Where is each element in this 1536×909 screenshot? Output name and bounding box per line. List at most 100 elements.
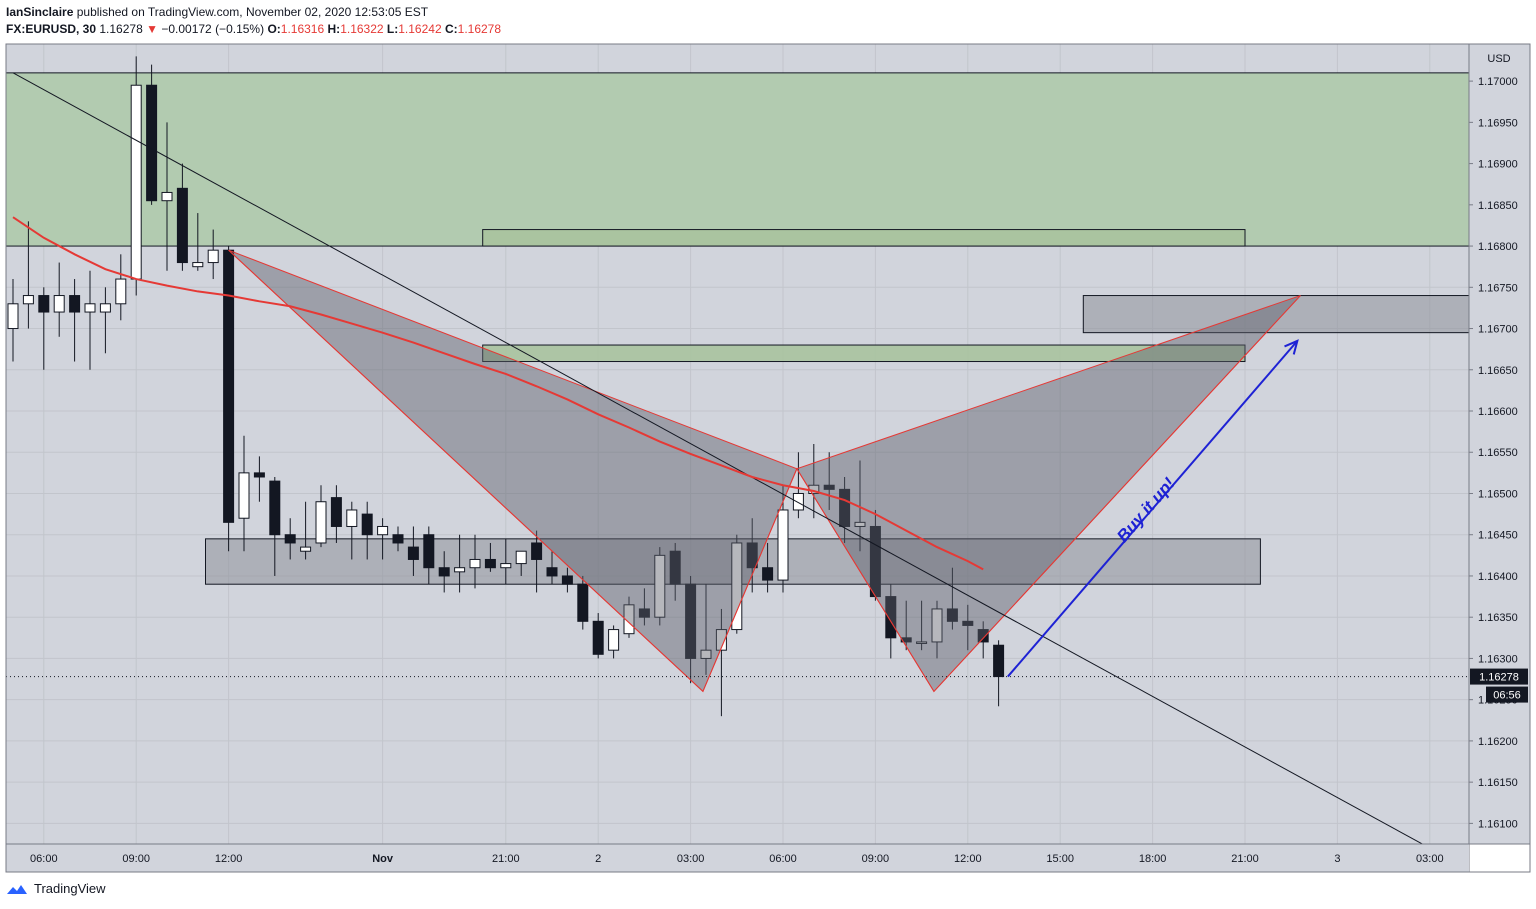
price-axis-panel[interactable] [1469, 44, 1530, 844]
candle-up [99, 303, 111, 313]
candle-down [438, 567, 450, 577]
candle-down [484, 558, 496, 569]
candle-down [638, 608, 650, 618]
time-tick-label: 03:00 [677, 853, 705, 865]
symbol-legend: FX:EURUSD, 30 1.16278 ▼ −0.00172 (−0.15%… [6, 22, 501, 36]
author-name[interactable]: IanSinclaire [6, 5, 74, 19]
price-tick-label: 1.16350 [1478, 612, 1518, 624]
price-tick-label: 1.16500 [1478, 488, 1518, 500]
price-tick-label: 1.16650 [1478, 365, 1518, 377]
candle-up [130, 84, 142, 280]
moving-average-line [12, 216, 984, 571]
candle-up [161, 191, 173, 202]
time-tick-label: 06:00 [30, 853, 58, 865]
candle-down [531, 542, 543, 560]
current-price-tag [1470, 668, 1528, 685]
candle-up [377, 525, 389, 536]
candle-up [300, 546, 312, 552]
time-tick-label: 12:00 [954, 853, 982, 865]
price-tag: 1.16278 06:56 [1470, 668, 1528, 703]
candle-down [223, 249, 235, 523]
candle-down [69, 295, 81, 313]
time-tick-label: 15:00 [1046, 853, 1074, 865]
price-tick-label: 1.16550 [1478, 447, 1518, 459]
high-value: 1.16322 [340, 22, 384, 36]
time-scale: 06:00 09:00 12:00 Nov 21:00 2 03:00 06:00 09:00 1… [30, 853, 1444, 865]
candle-down [669, 550, 681, 585]
candle-down [762, 567, 774, 581]
price-change: −0.00172 (−0.15%) [161, 22, 265, 36]
candle-up [731, 542, 743, 631]
price-tick-label: 1.16800 [1478, 241, 1518, 253]
candle-up [192, 262, 204, 268]
high-label: H: [327, 22, 341, 36]
buy-arrow-head [1284, 339, 1299, 355]
candle-up [454, 567, 466, 573]
candle-down [685, 583, 697, 659]
candle-up [7, 303, 19, 330]
price-tick-label: 1.16600 [1478, 406, 1518, 418]
price-tick-label: 1.16100 [1478, 818, 1518, 830]
time-tick-label: 3 [1334, 853, 1340, 865]
candle-down [577, 583, 589, 622]
candle-down [330, 497, 342, 527]
candle-down [146, 84, 158, 202]
price-tick-label: 1.16400 [1478, 571, 1518, 583]
candle-up [115, 278, 127, 305]
down-arrow-icon: ▼ [146, 22, 158, 36]
footer: TradingView [6, 881, 106, 896]
tradingview-logo-icon[interactable] [6, 882, 28, 896]
candle-up [315, 501, 327, 544]
candle-up [53, 295, 65, 313]
candle-up [623, 604, 635, 635]
price-tick-label: 1.16200 [1478, 736, 1518, 748]
candle-down [407, 546, 419, 560]
candle-up [346, 509, 358, 527]
candle-down [946, 608, 958, 622]
candle-down [392, 534, 404, 544]
candle-up [916, 641, 928, 644]
close-value: 1.16278 [457, 22, 502, 36]
candle-up [700, 649, 712, 659]
candle-down [284, 534, 296, 544]
countdown-value: 06:56 [1493, 690, 1521, 702]
candle-up [515, 550, 527, 565]
candle-up [654, 554, 666, 618]
price-tick-label: 1.16950 [1478, 117, 1518, 129]
price-tick-label: 1.16300 [1478, 653, 1518, 665]
candle-down [546, 567, 558, 577]
candle-up [777, 509, 789, 581]
chart-frame [5, 43, 1531, 873]
low-value: 1.16242 [398, 22, 442, 36]
symbol-name: FX:EURUSD, 30 [6, 22, 97, 36]
open-label: O: [267, 22, 281, 36]
candle-down [993, 644, 1005, 678]
footer-brand[interactable]: TradingView [34, 881, 106, 896]
candle-up [22, 295, 34, 305]
supply-green-zone [5, 72, 1470, 247]
trendline [12, 72, 1431, 849]
price-tick-label: 1.16750 [1478, 282, 1518, 294]
published-text: published on TradingView.com, November 0… [76, 5, 429, 19]
time-tick-label: 12:00 [215, 853, 243, 865]
time-tick-label: 09:00 [122, 853, 150, 865]
current-price-value: 1.16278 [1479, 672, 1519, 684]
candle-down [361, 513, 373, 536]
candle-down [823, 484, 835, 490]
zones [5, 72, 1470, 585]
time-tick-label: 18:00 [1139, 853, 1167, 865]
price-tick-label: 1.16450 [1478, 530, 1518, 542]
time-axis-panel[interactable] [6, 844, 1469, 872]
buy-arrow [1007, 340, 1299, 678]
candle-up [238, 472, 250, 519]
candle-down [962, 620, 974, 626]
time-tick-label: 09:00 [862, 853, 890, 865]
countdown-tag [1486, 686, 1528, 703]
candle-down [977, 629, 989, 643]
candle-down [746, 542, 758, 569]
candle-up [792, 492, 804, 511]
candle-up [931, 608, 943, 643]
time-tick-label: 21:00 [1231, 853, 1259, 865]
time-tick-label: 2 [595, 853, 601, 865]
